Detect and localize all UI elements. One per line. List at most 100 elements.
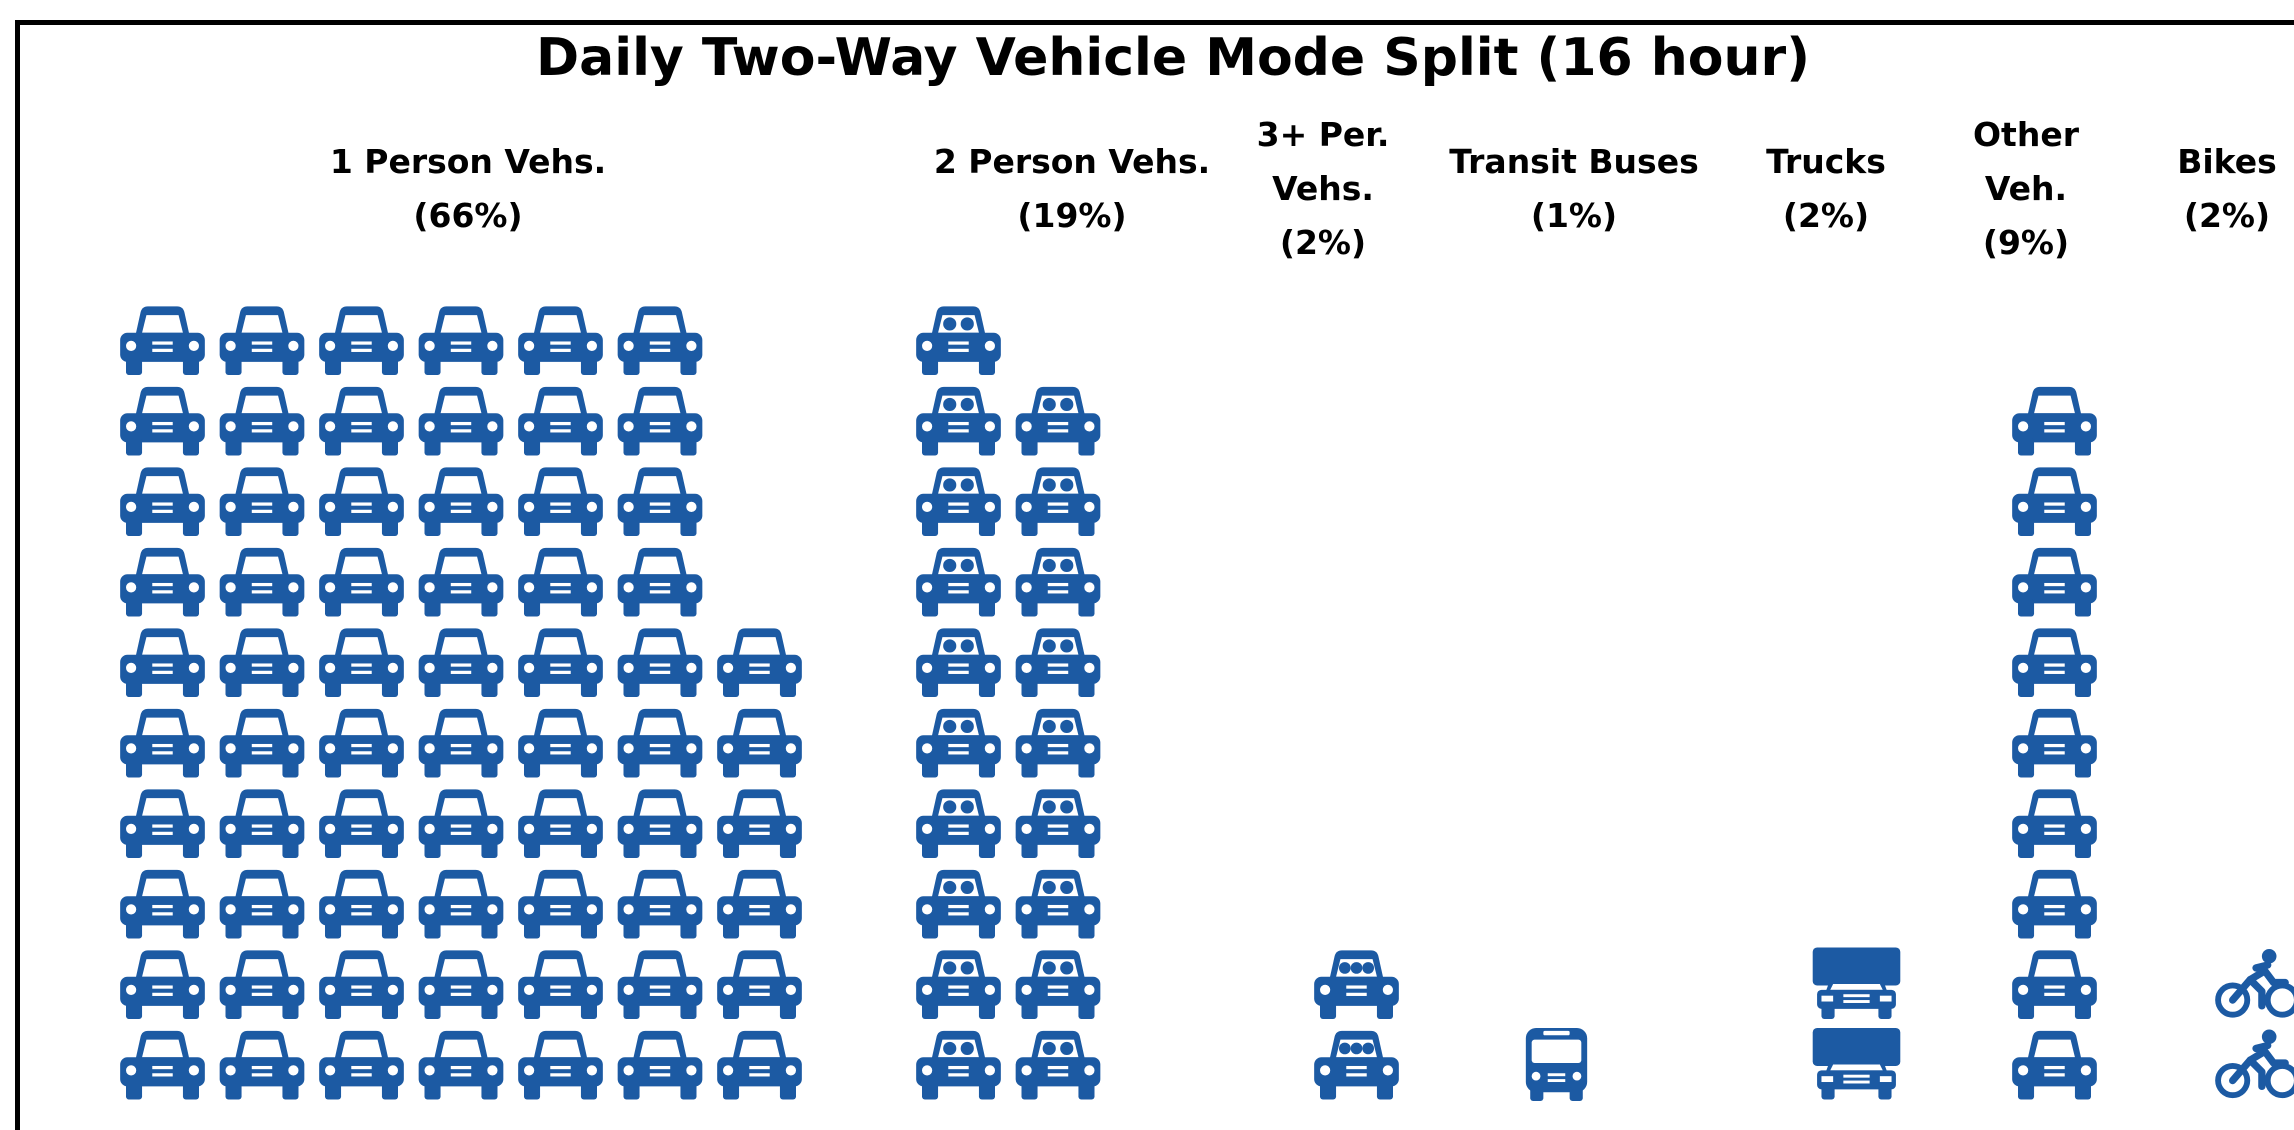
frame xyxy=(15,20,2294,1130)
icon-car-2 xyxy=(916,1030,1001,1100)
icon-bike xyxy=(2218,1029,2294,1096)
icon-car xyxy=(2012,1030,2097,1100)
icon-car xyxy=(120,306,205,376)
icon-car-3 xyxy=(1314,950,1399,1020)
value-label: (2%) xyxy=(2183,196,2271,235)
value-label: (19%) xyxy=(1017,196,1127,235)
icon-car xyxy=(319,628,404,698)
icon-truck xyxy=(1812,1028,1901,1100)
icon-car-2 xyxy=(916,708,1001,778)
icon-car xyxy=(617,467,703,537)
icon-car xyxy=(617,950,703,1020)
icon-car xyxy=(717,950,802,1020)
value-label: (1%) xyxy=(1530,196,1618,235)
value-label: (9%) xyxy=(1982,223,2070,262)
icon-car xyxy=(319,306,404,376)
icon-car xyxy=(2012,950,2097,1020)
icon-car xyxy=(120,386,205,456)
icon-car xyxy=(219,547,305,617)
icon-car xyxy=(418,789,504,859)
icon-car xyxy=(518,789,603,859)
category-label: Transit Buses (1%) xyxy=(1434,135,1714,243)
icon-car xyxy=(319,547,404,617)
icon-car xyxy=(617,306,703,376)
icon-car xyxy=(120,467,205,537)
icon-car xyxy=(518,1030,603,1100)
icon-car xyxy=(319,467,404,537)
icon-car xyxy=(319,386,404,456)
icon-car xyxy=(2012,708,2097,778)
icon-car xyxy=(120,628,205,698)
icon-car xyxy=(219,1030,305,1100)
icon-car-2 xyxy=(1015,467,1101,537)
category-name: Other Veh. xyxy=(1973,115,2079,208)
icon-car xyxy=(219,467,305,537)
category-label: 1 Person Vehs. (66%) xyxy=(288,135,648,243)
icon-car-2 xyxy=(1015,708,1101,778)
icon-bus xyxy=(1525,1028,1588,1101)
icon-car-2 xyxy=(916,869,1001,939)
category-label: Trucks (2%) xyxy=(1746,135,1906,243)
category-name: 2 Person Vehs. xyxy=(933,142,1211,181)
icon-car xyxy=(319,1030,404,1100)
icon-car xyxy=(418,1030,504,1100)
icon-car xyxy=(219,386,305,456)
icon-car-2 xyxy=(1015,950,1101,1020)
icon-car xyxy=(219,628,305,698)
icon-car xyxy=(120,950,205,1020)
icon-car xyxy=(518,547,603,617)
icon-car xyxy=(617,789,703,859)
icon-car xyxy=(418,467,504,537)
icon-car xyxy=(2012,547,2097,617)
icon-car xyxy=(518,306,603,376)
icon-car xyxy=(2012,386,2097,456)
icon-car xyxy=(617,869,703,939)
icon-car-2 xyxy=(1015,1030,1101,1100)
icon-car xyxy=(418,547,504,617)
icon-car xyxy=(418,628,504,698)
category-label: 2 Person Vehs. (19%) xyxy=(922,135,1222,243)
icon-car xyxy=(617,547,703,617)
icon-car xyxy=(418,869,504,939)
category-name: Bikes xyxy=(2177,142,2277,181)
icon-car xyxy=(120,547,205,617)
icon-car xyxy=(518,628,603,698)
icon-car xyxy=(617,708,703,778)
icon-car-2 xyxy=(1015,547,1101,617)
icon-car xyxy=(120,869,205,939)
icon-car-2 xyxy=(916,547,1001,617)
icon-car xyxy=(717,789,802,859)
icon-car xyxy=(319,950,404,1020)
icon-car xyxy=(518,869,603,939)
icon-car xyxy=(518,708,603,778)
icon-car-2 xyxy=(1015,789,1101,859)
icon-car xyxy=(518,386,603,456)
icon-car-2 xyxy=(1015,628,1101,698)
chart-title: Daily Two-Way Vehicle Mode Split (16 hou… xyxy=(536,28,1810,88)
category-name: Trucks xyxy=(1766,142,1886,181)
icon-car-2 xyxy=(1015,869,1101,939)
icon-car xyxy=(319,789,404,859)
icon-car xyxy=(518,467,603,537)
icon-car xyxy=(319,869,404,939)
icon-car xyxy=(2012,869,2097,939)
icon-car xyxy=(219,869,305,939)
category-name: 1 Person Vehs. xyxy=(329,142,607,181)
icon-car xyxy=(717,869,802,939)
value-label: (2%) xyxy=(1279,223,1367,262)
category-name: Transit Buses xyxy=(1449,142,1699,181)
icon-car-2 xyxy=(916,950,1001,1020)
icon-car xyxy=(617,386,703,456)
icon-car-2 xyxy=(1015,386,1101,456)
value-label: (2%) xyxy=(1782,196,1870,235)
icon-car xyxy=(219,789,305,859)
icon-car xyxy=(120,1030,205,1100)
icon-car xyxy=(717,708,802,778)
icon-car xyxy=(319,708,404,778)
icon-car xyxy=(219,708,305,778)
icon-car xyxy=(2012,467,2097,537)
icon-car xyxy=(418,386,504,456)
icon-car xyxy=(219,306,305,376)
icon-car xyxy=(717,1030,802,1100)
